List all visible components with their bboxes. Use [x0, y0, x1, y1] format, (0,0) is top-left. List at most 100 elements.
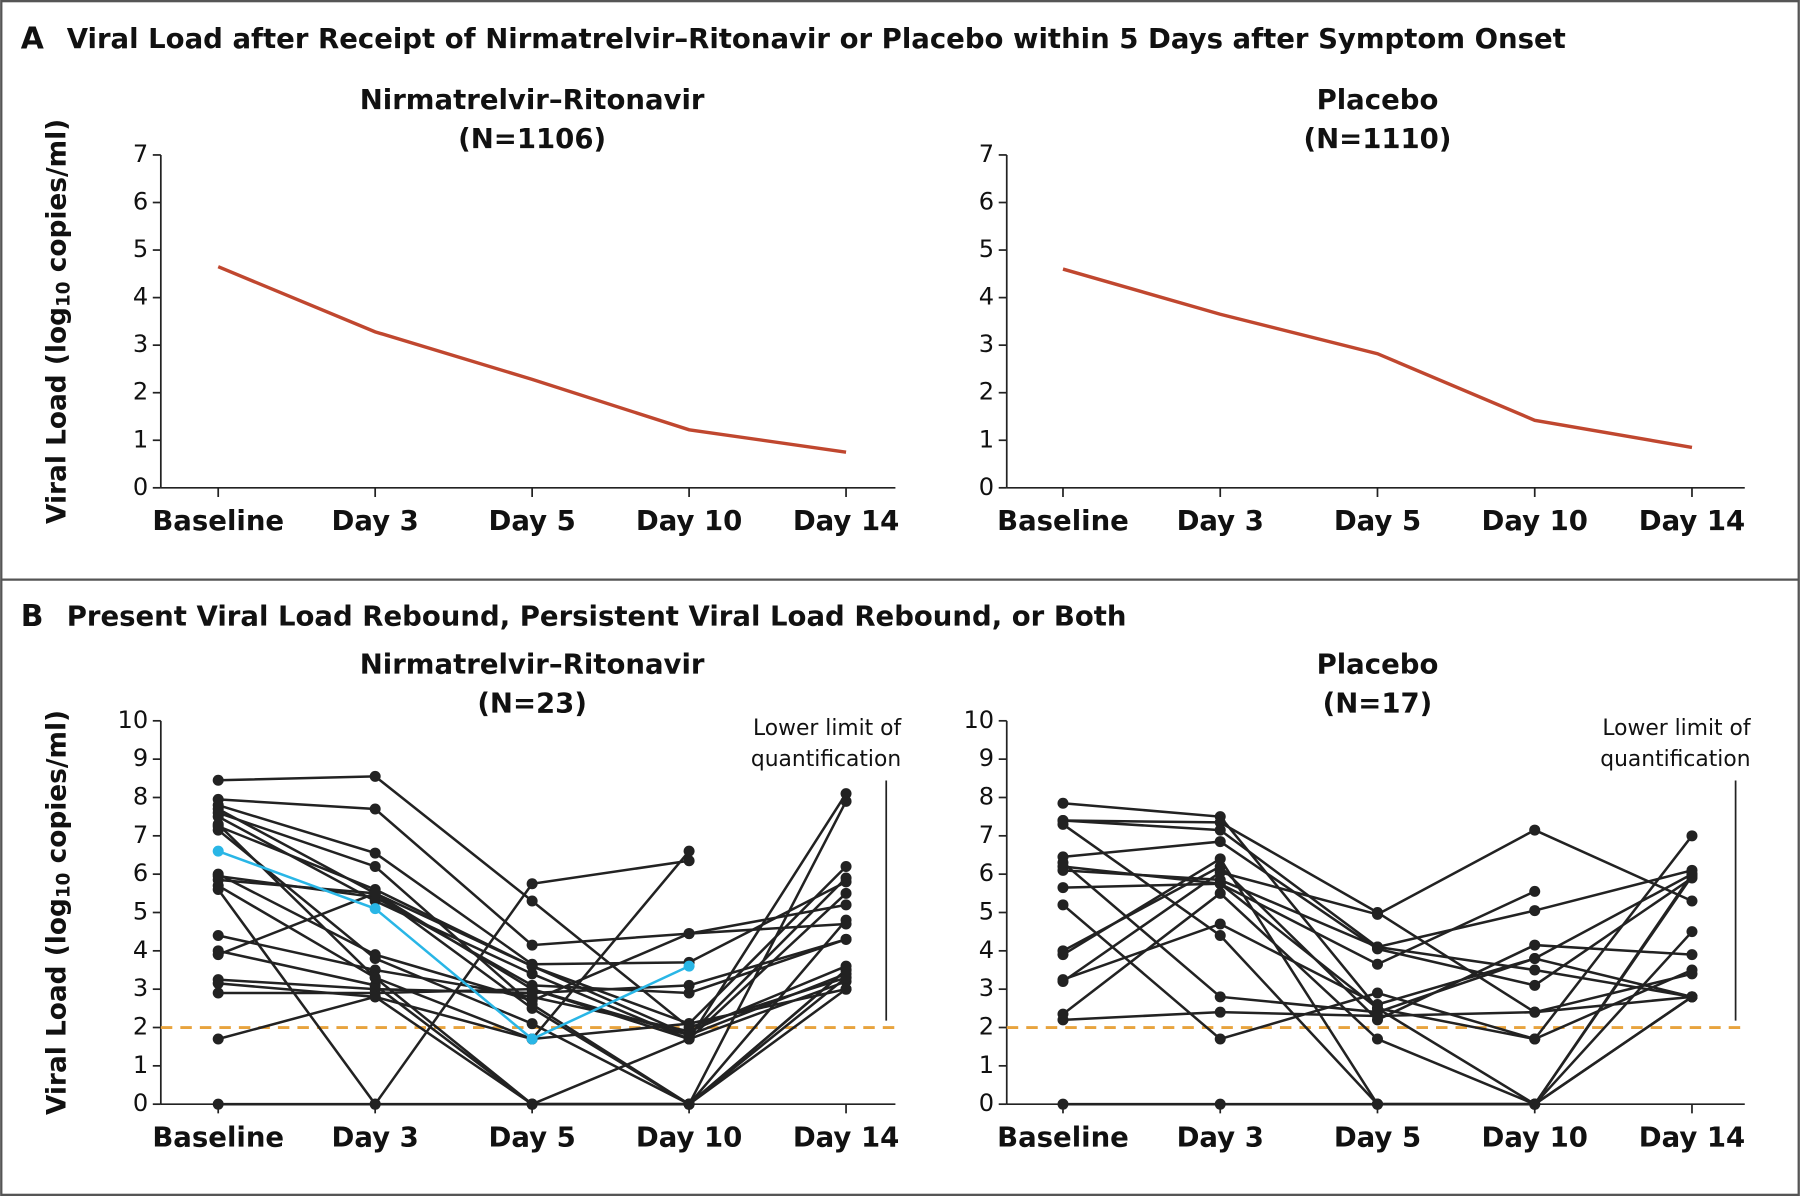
- data-point: [1371, 998, 1383, 1011]
- data-point: [212, 883, 224, 896]
- data-point: [1371, 1006, 1383, 1018]
- data-point: [1686, 926, 1698, 938]
- x-tick-label: Day 3: [332, 505, 419, 537]
- data-point: [1686, 830, 1698, 842]
- chart-title: Placebo: [1317, 649, 1439, 681]
- data-point: [683, 928, 695, 940]
- data-point: [1371, 987, 1383, 999]
- data-point: [1214, 918, 1226, 930]
- y-tick-label: 0: [133, 1089, 148, 1117]
- data-point: [369, 972, 381, 984]
- x-tick-label: Day 14: [793, 505, 899, 537]
- data-point: [840, 933, 852, 945]
- data-point: [1371, 1033, 1383, 1045]
- y-tick-label: 7: [979, 821, 994, 849]
- data-point: [526, 983, 538, 995]
- x-tick-label: Day 14: [1639, 505, 1745, 537]
- panel-heading: Viral Load after Receipt of Nirmatrelvir…: [67, 23, 1566, 55]
- y-tick-label: 2: [133, 378, 148, 406]
- y-tick-label: 4: [979, 936, 994, 964]
- x-tick-label: Baseline: [152, 505, 284, 537]
- data-point: [369, 803, 381, 815]
- y-tick-label: 6: [979, 188, 994, 216]
- data-point: [683, 1033, 695, 1045]
- x-tick-label: Day 3: [332, 1122, 419, 1154]
- data-point: [1057, 818, 1069, 830]
- data-point: [212, 774, 224, 786]
- data-point: [526, 939, 538, 951]
- data-point: [840, 964, 852, 976]
- data-point: [369, 895, 381, 907]
- y-tick-label: 6: [979, 859, 994, 887]
- y-tick-label: 1: [133, 1051, 148, 1079]
- data-point: [1214, 1033, 1226, 1045]
- data-point: [683, 1098, 695, 1110]
- y-axis-label: Viral Load (log10 copies/ml): [42, 119, 74, 524]
- data-point: [1529, 979, 1541, 991]
- y-tick-label: 7: [133, 140, 148, 168]
- x-tick-label: Day 5: [1334, 1122, 1421, 1154]
- data-point: [1529, 1033, 1541, 1045]
- x-tick-label: Baseline: [997, 1122, 1129, 1154]
- data-point: [1214, 866, 1226, 878]
- data-point: [840, 887, 852, 899]
- data-point: [369, 964, 381, 976]
- data-point: [1686, 868, 1698, 880]
- data-point: [840, 795, 852, 807]
- data-point: [1057, 797, 1069, 809]
- reference-label: quantification: [751, 747, 901, 772]
- data-point: [526, 1002, 538, 1014]
- data-point: [1529, 952, 1541, 965]
- reference-label: Lower limit of: [1602, 716, 1751, 741]
- data-point: [526, 1018, 538, 1030]
- data-point: [683, 979, 695, 991]
- y-axis-label-part: Viral Load (log: [42, 307, 72, 524]
- y-tick-label: 5: [133, 235, 148, 263]
- x-tick-label: Baseline: [152, 1122, 284, 1154]
- data-point: [840, 899, 852, 911]
- y-tick-label: 5: [133, 897, 148, 925]
- reference-label: Lower limit of: [753, 716, 902, 741]
- data-point: [840, 972, 852, 984]
- y-tick-label: 9: [979, 744, 994, 772]
- data-point: [1057, 899, 1069, 911]
- data-point: [1686, 895, 1698, 907]
- y-axis-label-part: copies/ml): [42, 710, 72, 873]
- data-point: [1686, 991, 1698, 1003]
- y-tick-label: 2: [133, 1013, 148, 1041]
- data-point: [683, 987, 695, 999]
- y-axis-label-part: 10: [53, 281, 74, 307]
- data-point: [840, 983, 852, 995]
- data-point: [369, 860, 381, 873]
- data-point: [369, 1098, 381, 1110]
- data-point: [1686, 949, 1698, 961]
- data-point: [1529, 1098, 1541, 1110]
- data-point: [1214, 878, 1226, 890]
- series-line: [1062, 267, 1693, 450]
- chart-title: Nirmatrelvir–Ritonavir: [360, 649, 705, 681]
- y-tick-label: 4: [133, 283, 148, 311]
- data-point: [212, 818, 224, 830]
- data-point: [1214, 887, 1226, 899]
- data-point: [369, 887, 381, 899]
- y-tick-label: 2: [979, 378, 994, 406]
- data-point: [369, 949, 381, 961]
- y-tick-label: 6: [133, 188, 148, 216]
- x-tick-label: Day 10: [1482, 1122, 1588, 1154]
- data-point: [526, 895, 538, 907]
- series-line: [217, 859, 690, 1107]
- data-point: [840, 788, 852, 800]
- x-tick-label: Baseline: [997, 505, 1129, 537]
- data-point: [1529, 939, 1541, 951]
- y-tick-label: 3: [979, 974, 994, 1002]
- data-point: [1371, 958, 1383, 970]
- data-point: [1529, 1006, 1541, 1018]
- data-point: [1214, 1006, 1226, 1018]
- data-point: [526, 960, 538, 972]
- y-tick-label: 9: [133, 744, 148, 772]
- x-tick-label: Day 5: [1334, 505, 1421, 537]
- x-tick-label: Day 3: [1177, 505, 1264, 537]
- data-point: [369, 991, 381, 1003]
- y-tick-label: 6: [133, 859, 148, 887]
- y-tick-label: 0: [133, 473, 148, 501]
